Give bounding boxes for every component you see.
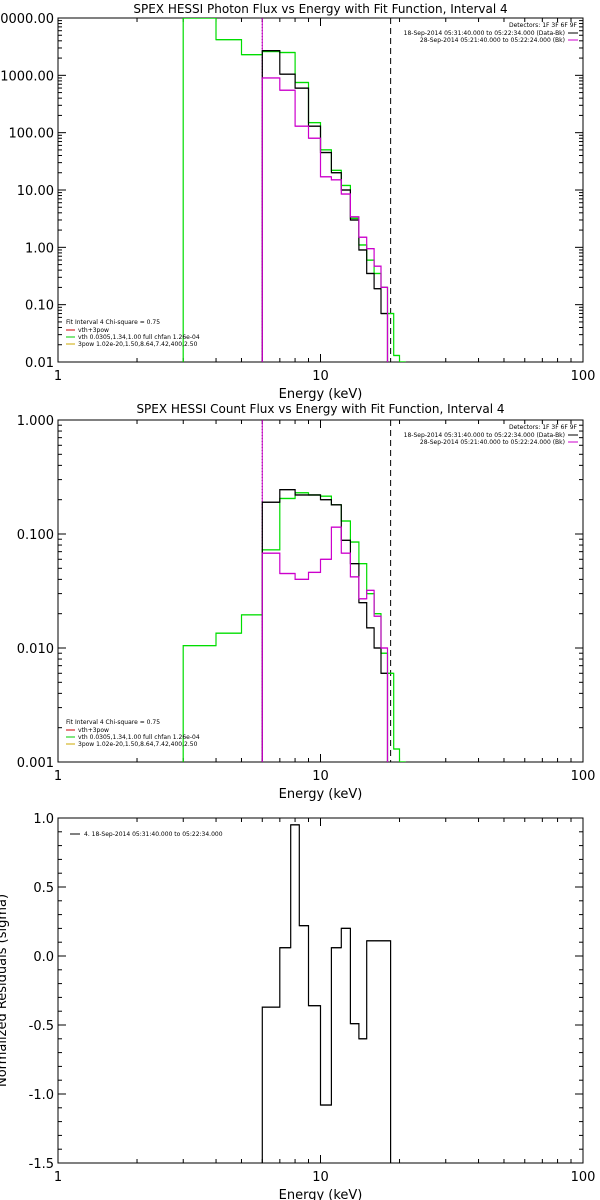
- x-tick-label: 10: [312, 769, 329, 784]
- x-tick-label: 1: [54, 369, 62, 384]
- x-tick-label: 100: [571, 769, 596, 784]
- legend-entry-label: 18-Sep-2014 05:31:40.000 to 05:22:34.000…: [404, 432, 565, 439]
- residuals-chart: 1 10 100 Energy (keV) -1.5 -1.0 -0.5 0.0 0.5 1.0 N…: [0, 812, 595, 1200]
- series-0: [261, 824, 392, 1163]
- series-1: [261, 489, 389, 762]
- series-1: [261, 50, 389, 362]
- series-step-line: [261, 824, 392, 1163]
- x-tick-label: 10: [312, 369, 329, 384]
- chart-title: SPEX HESSI Photon Flux vs Energy with Fi…: [133, 2, 507, 16]
- series-0: [182, 18, 406, 362]
- series-step-line: [261, 526, 389, 762]
- legend-entry-label: vth+3pow: [78, 327, 109, 334]
- y-tick-label: 0.010: [17, 642, 54, 657]
- series-2: [261, 77, 389, 362]
- series-step-line: [182, 492, 406, 762]
- legend-header: Fit Interval 4 Chi-square = 0.75: [66, 319, 160, 326]
- legend-header: Fit Interval 4 Chi-square = 0.75: [66, 719, 160, 726]
- y-tick-label: 0.5: [33, 881, 54, 896]
- series-step-line: [182, 18, 406, 362]
- plot-area: [182, 18, 406, 362]
- y-tick-label: 1000.00: [0, 69, 54, 84]
- x-axis-label: Energy (keV): [279, 387, 363, 402]
- legend-header: Detectors: 1F 3F 6F 9F: [509, 424, 578, 431]
- y-tick-label: -0.5: [29, 1019, 54, 1034]
- y-tick-label: 10.00: [17, 184, 54, 199]
- x-tick-label: 100: [571, 369, 596, 384]
- y-tick-label: 0.10: [25, 299, 54, 314]
- count-flux-chart: SPEX HESSI Count Flux vs Energy with Fit…: [17, 402, 596, 802]
- plot-frame: [57, 419, 584, 763]
- x-tick-label: 10: [312, 1170, 329, 1185]
- x-axis-label: Energy (keV): [279, 787, 363, 802]
- photon-flux-chart: SPEX HESSI Photon Flux vs Energy with Fi…: [0, 2, 595, 402]
- legend-entry-label: 3pow 1.02e-20,1.50,8.64,7.42,400,2.50: [78, 741, 198, 748]
- legend-entry-label: 18-Sep-2014 05:31:40.000 to 05:22:34.000…: [404, 30, 565, 37]
- y-tick-label: 0.01: [25, 356, 54, 371]
- x-tick-label: 1: [54, 1170, 62, 1185]
- legend-entry-label: vth 0.0305,1.34,1.00 full chfan 1.26e-04: [78, 734, 200, 741]
- series-2: [261, 526, 389, 762]
- series-0: [182, 492, 406, 762]
- x-tick-label: 100: [571, 1170, 596, 1185]
- legend-entry-label: vth 0.0305,1.34,1.00 full chfan 1.26e-04: [78, 334, 200, 341]
- legend-header: Detectors: 1F 3F 6F 9F: [509, 22, 578, 29]
- legend-entry-label: 28-Sep-2014 05:21:40.000 to 05:22:24.000…: [420, 37, 565, 44]
- legend-entry-label: vth+3pow: [78, 727, 109, 734]
- plot-area: [261, 824, 392, 1163]
- y-tick-label: 0000.00: [0, 12, 54, 27]
- series-step-line: [261, 50, 389, 362]
- series-step-line: [261, 77, 389, 362]
- y-tick-label: 0.100: [17, 528, 54, 543]
- plot-frame: [57, 817, 584, 1164]
- x-axis-label: Energy (keV): [279, 1188, 363, 1200]
- y-tick-label: 0.0: [33, 950, 54, 965]
- legend-entry-label: 28-Sep-2014 05:21:40.000 to 05:22:24.000…: [420, 439, 565, 446]
- x-tick-label: 1: [54, 769, 62, 784]
- y-tick-label: 100.00: [9, 127, 55, 142]
- y-tick-label: 1.00: [25, 241, 54, 256]
- legend-entry-label: 3pow 1.02e-20,1.50,8.64,7.42,400,2.50: [78, 341, 198, 348]
- legend-entry-label: 4. 18-Sep-2014 05:31:40.000 to 05:22:34.…: [84, 831, 223, 838]
- plot-area: [182, 420, 406, 762]
- y-tick-label: 0.001: [17, 756, 54, 771]
- y-tick-label: 1.000: [17, 414, 54, 429]
- y-tick-label: -1.0: [29, 1088, 54, 1103]
- y-tick-label: 1.0: [33, 812, 54, 827]
- y-axis-label: Normalized Residuals (sigma): [0, 894, 10, 1087]
- y-tick-label: -1.5: [29, 1157, 54, 1172]
- chart-title: SPEX HESSI Count Flux vs Energy with Fit…: [136, 402, 504, 416]
- plot-frame: [57, 17, 584, 363]
